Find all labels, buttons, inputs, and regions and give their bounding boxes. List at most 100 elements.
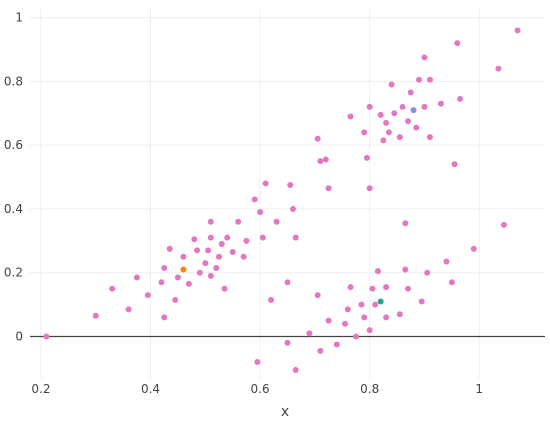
data-point xyxy=(424,269,431,276)
data-point xyxy=(180,253,187,260)
data-point xyxy=(410,107,417,114)
data-point xyxy=(383,119,390,126)
data-point xyxy=(213,264,220,271)
data-point xyxy=(205,247,212,254)
data-point xyxy=(383,314,390,321)
y-tick-label: 0.4 xyxy=(4,202,23,216)
data-point xyxy=(421,103,428,110)
data-point xyxy=(413,124,420,131)
data-point xyxy=(289,205,296,212)
data-point xyxy=(402,266,409,273)
data-point xyxy=(366,185,373,192)
data-point xyxy=(109,285,116,292)
y-tick-labels: 0 0.2 0.4 0.6 0.8 1 xyxy=(4,11,23,344)
data-point xyxy=(262,180,269,187)
data-point xyxy=(421,54,428,61)
data-point xyxy=(333,341,340,348)
data-point xyxy=(454,40,461,47)
data-point xyxy=(229,249,236,256)
data-point xyxy=(202,260,209,267)
y-tick-label: 0 xyxy=(15,330,23,344)
data-point xyxy=(451,161,458,168)
data-point xyxy=(437,100,444,107)
data-point xyxy=(396,311,403,318)
data-point xyxy=(342,320,349,327)
data-point xyxy=(361,314,368,321)
data-point xyxy=(426,76,433,83)
x-tick-label: 0.6 xyxy=(251,382,270,396)
y-tick-label: 1 xyxy=(15,11,23,25)
data-point xyxy=(317,158,324,165)
data-point xyxy=(314,292,321,299)
data-point xyxy=(194,247,201,254)
data-point xyxy=(347,284,354,291)
data-point xyxy=(396,134,403,141)
data-point xyxy=(218,241,225,248)
data-point xyxy=(240,253,247,260)
x-tick-label: 0.2 xyxy=(31,382,50,396)
data-point xyxy=(216,253,223,260)
data-point xyxy=(443,258,450,265)
data-point xyxy=(366,103,373,110)
data-point xyxy=(125,306,132,313)
data-point xyxy=(495,65,502,72)
data-point xyxy=(287,182,294,189)
x-tick-label: 1 xyxy=(475,382,483,396)
data-point xyxy=(317,347,324,354)
data-point xyxy=(221,285,228,292)
data-point xyxy=(180,266,187,273)
data-point xyxy=(325,317,332,324)
y-tick-label: 0.8 xyxy=(4,74,23,88)
data-point xyxy=(161,264,168,271)
data-point xyxy=(174,274,181,281)
data-point xyxy=(254,359,261,366)
data-point xyxy=(314,135,321,142)
data-point xyxy=(251,196,258,203)
data-point xyxy=(361,129,368,136)
data-point xyxy=(292,234,299,241)
data-point xyxy=(133,274,140,281)
data-point xyxy=(369,285,376,292)
data-point xyxy=(418,298,425,305)
data-point xyxy=(284,279,291,286)
data-point xyxy=(363,154,370,161)
data-point xyxy=(426,134,433,141)
data-point xyxy=(284,339,291,346)
data-point xyxy=(372,301,379,308)
data-point xyxy=(402,220,409,227)
data-point xyxy=(407,89,414,96)
data-point xyxy=(306,330,313,337)
data-point xyxy=(43,333,50,340)
data-point xyxy=(457,95,464,102)
data-point xyxy=(448,279,455,286)
data-point xyxy=(161,314,168,321)
data-point xyxy=(259,234,266,241)
data-point xyxy=(405,285,412,292)
data-point xyxy=(207,234,214,241)
x-tick-label: 0.8 xyxy=(360,382,379,396)
y-tick-label: 0.6 xyxy=(4,138,23,152)
data-point xyxy=(273,218,280,225)
y-tick-label: 0.2 xyxy=(4,266,23,280)
data-point xyxy=(243,237,250,244)
data-point xyxy=(377,298,384,305)
grid-layer xyxy=(30,8,545,378)
points-layer xyxy=(43,27,521,374)
data-point xyxy=(185,280,192,287)
data-point xyxy=(385,129,392,136)
data-point xyxy=(377,111,384,118)
data-point xyxy=(358,301,365,308)
data-point xyxy=(268,296,275,303)
data-point xyxy=(224,234,231,241)
data-point xyxy=(352,333,359,340)
data-point xyxy=(144,292,151,299)
x-tick-labels: 0.2 0.4 0.6 0.8 1 xyxy=(31,382,483,396)
data-point xyxy=(92,312,99,319)
data-point xyxy=(374,268,381,275)
data-point xyxy=(391,110,398,117)
data-point xyxy=(196,269,203,276)
data-point xyxy=(158,279,165,286)
x-axis-title: x xyxy=(281,404,289,420)
